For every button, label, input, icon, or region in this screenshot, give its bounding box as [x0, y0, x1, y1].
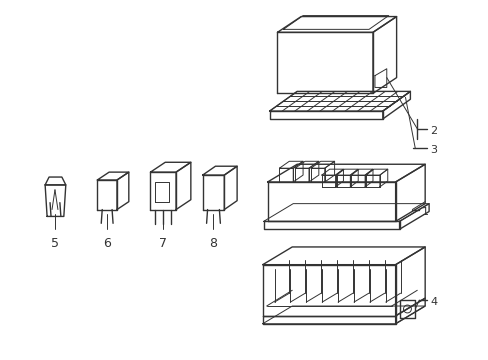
Text: 6: 6: [103, 237, 111, 250]
Text: 5: 5: [51, 237, 59, 250]
Text: 7: 7: [159, 237, 167, 250]
Text: 8: 8: [209, 237, 217, 250]
Text: 1: 1: [421, 207, 428, 216]
Text: 4: 4: [429, 297, 436, 307]
Text: 2: 2: [429, 126, 436, 136]
Text: 3: 3: [429, 145, 436, 156]
